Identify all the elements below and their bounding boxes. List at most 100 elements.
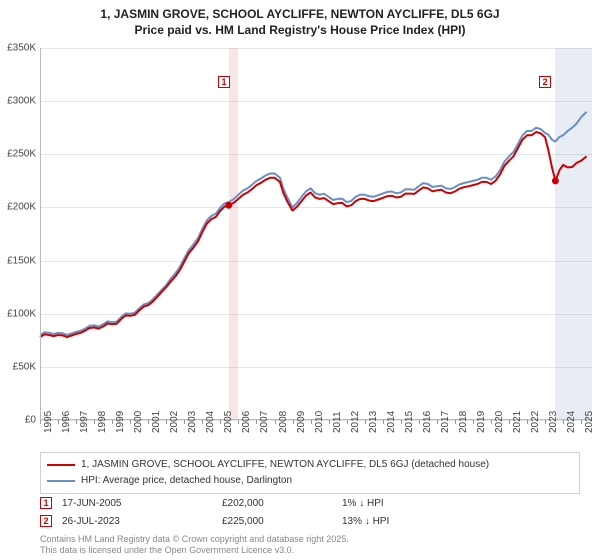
sale-marker-1: 1 xyxy=(40,497,52,509)
x-tick xyxy=(166,420,167,424)
sale-marker-2: 2 xyxy=(40,515,52,527)
x-tick-label: 2002 xyxy=(169,411,180,433)
legend-label-1: 1, JASMIN GROVE, SCHOOL AYCLIFFE, NEWTON… xyxy=(81,457,489,473)
x-tick xyxy=(581,420,582,424)
sale-date-1: 17-JUN-2005 xyxy=(62,498,212,509)
x-tick xyxy=(148,420,149,424)
y-tick-label: £150K xyxy=(2,255,36,266)
x-tick xyxy=(184,420,185,424)
x-tick-label: 2022 xyxy=(530,411,541,433)
x-tick xyxy=(419,420,420,424)
chart-container: 1, JASMIN GROVE, SCHOOL AYCLIFFE, NEWTON… xyxy=(0,0,600,560)
title-line-2: Price paid vs. HM Land Registry's House … xyxy=(0,22,600,38)
x-tick-label: 2006 xyxy=(241,411,252,433)
x-tick-label: 2020 xyxy=(494,411,505,433)
x-tick xyxy=(76,420,77,424)
sale-diff-2: 13% ↓ HPI xyxy=(342,516,389,527)
y-tick-label: £200K xyxy=(2,202,36,213)
x-tick xyxy=(40,420,41,424)
chart-marker-box: 1 xyxy=(218,76,230,88)
x-tick-label: 2018 xyxy=(458,411,469,433)
x-tick-label: 1997 xyxy=(79,411,90,433)
legend-swatch-1 xyxy=(47,464,75,466)
sale-price-1: £202,000 xyxy=(222,498,332,509)
x-tick-label: 2021 xyxy=(512,411,523,433)
x-tick xyxy=(401,420,402,424)
x-tick-label: 2009 xyxy=(296,411,307,433)
x-tick xyxy=(527,420,528,424)
y-tick-label: £250K xyxy=(2,149,36,160)
y-tick-label: £0 xyxy=(2,415,36,426)
legend-label-2: HPI: Average price, detached house, Darl… xyxy=(81,473,292,489)
x-tick xyxy=(491,420,492,424)
legend-swatch-2 xyxy=(47,480,75,482)
y-tick-label: £100K xyxy=(2,308,36,319)
x-tick xyxy=(256,420,257,424)
x-tick-label: 2010 xyxy=(314,411,325,433)
y-axis-line xyxy=(40,48,41,420)
x-tick xyxy=(58,420,59,424)
x-tick-label: 2005 xyxy=(223,411,234,433)
chart-marker-box: 2 xyxy=(539,76,551,88)
footer-line-2: This data is licensed under the Open Gov… xyxy=(40,545,580,556)
x-tick-label: 2003 xyxy=(187,411,198,433)
sale-row-2: 2 26-JUL-2023 £225,000 13% ↓ HPI xyxy=(40,512,580,530)
footer: Contains HM Land Registry data © Crown c… xyxy=(40,534,580,557)
x-tick xyxy=(455,420,456,424)
x-tick-label: 2001 xyxy=(151,411,162,433)
series-hpi xyxy=(40,112,587,335)
x-tick-label: 1998 xyxy=(97,411,108,433)
x-tick xyxy=(293,420,294,424)
x-tick-label: 2013 xyxy=(368,411,379,433)
legend-box: 1, JASMIN GROVE, SCHOOL AYCLIFFE, NEWTON… xyxy=(40,452,580,494)
x-tick xyxy=(383,420,384,424)
legend-row-1: 1, JASMIN GROVE, SCHOOL AYCLIFFE, NEWTON… xyxy=(47,457,573,473)
sale-row-1: 1 17-JUN-2005 £202,000 1% ↓ HPI xyxy=(40,494,580,512)
x-tick xyxy=(509,420,510,424)
x-tick xyxy=(329,420,330,424)
legend-row-2: HPI: Average price, detached house, Darl… xyxy=(47,473,573,489)
x-tick xyxy=(437,420,438,424)
x-tick-label: 2007 xyxy=(259,411,270,433)
x-tick xyxy=(94,420,95,424)
x-tick xyxy=(365,420,366,424)
x-tick-label: 2017 xyxy=(440,411,451,433)
sale-point-dot xyxy=(225,202,232,209)
chart-area: £0£50K£100K£150K£200K£250K£300K£350K 199… xyxy=(40,48,592,420)
x-tick xyxy=(311,420,312,424)
sale-date-2: 26-JUL-2023 xyxy=(62,516,212,527)
y-tick-label: £50K xyxy=(2,361,36,372)
title-line-1: 1, JASMIN GROVE, SCHOOL AYCLIFFE, NEWTON… xyxy=(0,6,600,22)
x-tick xyxy=(275,420,276,424)
sale-point-dot xyxy=(552,177,559,184)
x-tick xyxy=(473,420,474,424)
x-tick-label: 2015 xyxy=(404,411,415,433)
sale-rows: 1 17-JUN-2005 £202,000 1% ↓ HPI 2 26-JUL… xyxy=(40,494,580,530)
x-tick xyxy=(112,420,113,424)
x-tick-label: 1996 xyxy=(61,411,72,433)
x-tick-label: 2024 xyxy=(566,411,577,433)
x-tick xyxy=(238,420,239,424)
x-tick-label: 2019 xyxy=(476,411,487,433)
x-tick-label: 2023 xyxy=(548,411,559,433)
x-tick-label: 1999 xyxy=(115,411,126,433)
x-tick-label: 2004 xyxy=(205,411,216,433)
y-tick-label: £300K xyxy=(2,96,36,107)
title-block: 1, JASMIN GROVE, SCHOOL AYCLIFFE, NEWTON… xyxy=(0,0,600,38)
x-tick xyxy=(220,420,221,424)
x-tick xyxy=(563,420,564,424)
sale-price-2: £225,000 xyxy=(222,516,332,527)
x-tick-label: 2025 xyxy=(584,411,595,433)
y-tick-label: £350K xyxy=(2,43,36,54)
sale-diff-1: 1% ↓ HPI xyxy=(342,498,384,509)
x-tick-label: 2016 xyxy=(422,411,433,433)
x-tick xyxy=(347,420,348,424)
x-tick-label: 2014 xyxy=(386,411,397,433)
x-tick xyxy=(545,420,546,424)
plot-svg xyxy=(40,48,592,420)
x-tick-label: 2000 xyxy=(133,411,144,433)
x-tick-label: 1995 xyxy=(43,411,54,433)
x-tick-label: 2008 xyxy=(278,411,289,433)
x-tick-label: 2012 xyxy=(350,411,361,433)
x-tick-label: 2011 xyxy=(332,411,343,433)
